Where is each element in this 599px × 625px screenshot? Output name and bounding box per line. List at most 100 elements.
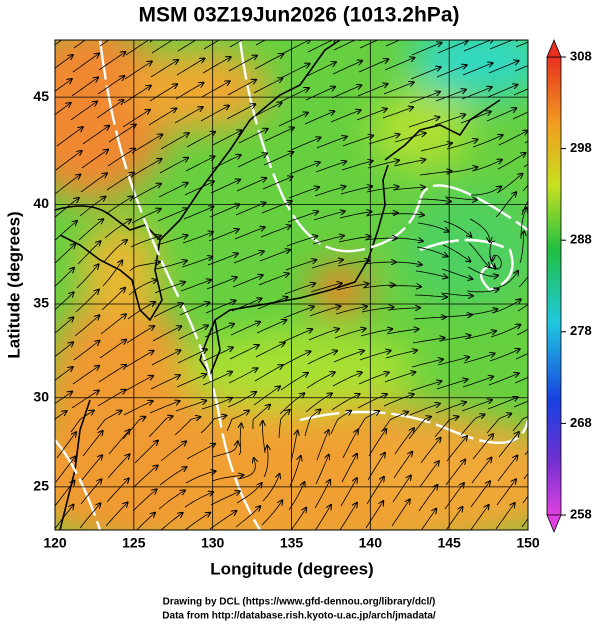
streamline [519, 231, 524, 264]
streamline [158, 490, 185, 510]
streamline [226, 411, 249, 432]
streamline [436, 65, 467, 78]
streamline [487, 85, 518, 98]
streamline [339, 212, 371, 219]
streamline [211, 475, 243, 482]
streamline [280, 64, 310, 79]
streamline [391, 214, 424, 215]
streamline [81, 455, 102, 481]
streamline [515, 41, 528, 48]
streamline [368, 134, 400, 145]
streamline [252, 103, 282, 118]
streamline [356, 411, 379, 433]
streamline [134, 441, 158, 464]
x-tick-label: 135 [280, 535, 304, 551]
streamline [365, 501, 383, 529]
streamline [385, 40, 401, 47]
streamline [183, 207, 214, 220]
streamline [151, 40, 179, 54]
streamline [305, 87, 335, 101]
streamline [149, 84, 177, 102]
credit: Drawing by DCL (https://www.gfd-dennou.o… [163, 597, 436, 608]
streamline [498, 131, 528, 146]
streamline [460, 111, 491, 124]
streamline [438, 335, 471, 342]
streamline [392, 187, 425, 190]
streamline [156, 235, 188, 246]
streamline [387, 308, 420, 310]
streamline [262, 474, 280, 502]
streamline [280, 373, 308, 391]
streamline [359, 40, 379, 49]
streamline [184, 492, 213, 508]
streamline [461, 400, 492, 412]
streamline [391, 499, 410, 527]
x-axis-label: Longitude (degrees) [210, 559, 373, 578]
streamline [78, 219, 103, 241]
y-tick-label: 30 [33, 388, 49, 404]
streamline [279, 88, 309, 103]
streamline [55, 392, 72, 405]
streamline [333, 351, 364, 363]
streamline [341, 454, 357, 483]
streamline [312, 236, 344, 245]
streamline [239, 424, 241, 456]
colorbar-tick-label: 258 [570, 506, 592, 521]
streamline [237, 153, 267, 168]
streamline [96, 100, 124, 119]
y-tick-label: 25 [33, 478, 49, 494]
streamline [487, 397, 518, 410]
streamline [418, 199, 451, 202]
streamline [385, 350, 417, 359]
streamline [122, 417, 145, 440]
streamline [416, 246, 448, 257]
streamline [72, 366, 99, 385]
streamline [209, 204, 239, 218]
streamlines [55, 40, 528, 530]
streamline [228, 56, 257, 72]
streamline [200, 416, 226, 434]
streamline [177, 40, 197, 52]
streamline [414, 295, 447, 297]
streamline [469, 218, 490, 242]
streamline [264, 128, 294, 142]
streamline [134, 134, 162, 152]
streamline [356, 109, 387, 121]
streamline [82, 431, 103, 457]
y-tick-label: 40 [33, 195, 49, 211]
streamline [82, 126, 109, 145]
streamline [73, 40, 86, 49]
streamline [310, 283, 342, 293]
streamline [340, 478, 357, 507]
streamline [229, 345, 259, 360]
y-tick-label: 45 [33, 88, 49, 104]
streamline [179, 302, 209, 316]
streamline [174, 417, 200, 436]
streamline [518, 275, 528, 288]
streamline [290, 431, 298, 463]
streamline [382, 412, 408, 431]
axes: 120 125 130 135 140 145 150 25 30 35 40 45 [33, 40, 540, 551]
streamline [107, 149, 135, 167]
streamline [131, 209, 161, 224]
streamline [152, 326, 181, 342]
streamline [470, 505, 489, 530]
streamline [185, 471, 216, 484]
streamline [211, 155, 241, 170]
streamline [130, 236, 161, 248]
streamline [333, 40, 363, 51]
streamline [463, 354, 495, 364]
streamline [522, 495, 528, 504]
streamline [148, 416, 173, 438]
streamline [105, 197, 133, 215]
streamline [259, 250, 290, 262]
streamline [340, 186, 372, 195]
streamline [392, 476, 411, 503]
streamline [128, 280, 157, 296]
streamline [133, 466, 158, 488]
streamline [382, 107, 413, 119]
streamline [444, 196, 477, 200]
streamline [305, 393, 332, 413]
streamline [420, 438, 441, 464]
streamline [133, 159, 162, 176]
